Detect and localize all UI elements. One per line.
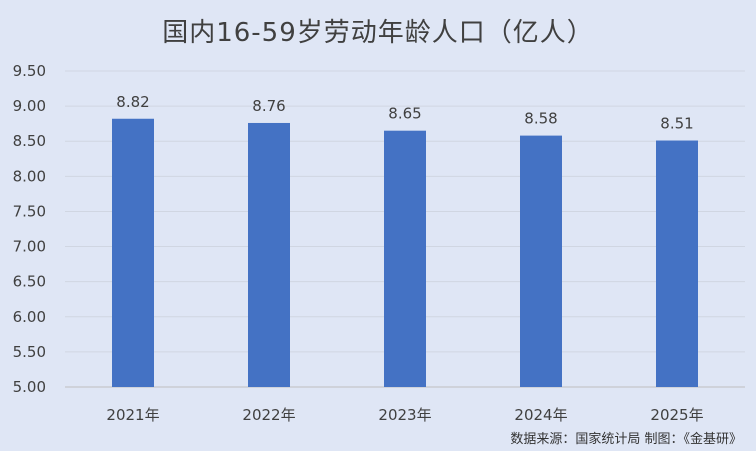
y-tick-label: 5.00 (13, 378, 46, 396)
x-tick-label: 2025年 (650, 406, 703, 424)
data-label: 8.76 (252, 97, 285, 115)
bar (656, 140, 698, 387)
bar (248, 122, 290, 387)
x-axis-ticks: 2021年 2022年 2023年 2024年 2025年 (106, 406, 703, 424)
bar (520, 135, 562, 387)
x-tick-label: 2024年 (514, 406, 567, 424)
y-tick-label: 8.00 (13, 167, 46, 185)
data-label: 8.51 (660, 115, 693, 133)
x-tick-label: 2021年 (106, 406, 159, 424)
y-tick-label: 9.00 (13, 97, 46, 115)
y-tick-label: 5.50 (13, 343, 46, 361)
x-tick-label: 2023年 (378, 406, 431, 424)
bar (384, 130, 426, 387)
y-tick-label: 6.00 (13, 308, 46, 326)
bar (112, 118, 154, 388)
data-labels: 8.82 8.76 8.65 8.58 8.51 (116, 93, 693, 133)
source-note: 数据来源：国家统计局 制图：《金基研》 (510, 432, 742, 447)
data-label: 8.65 (388, 105, 421, 123)
y-tick-label: 8.50 (13, 132, 46, 150)
y-tick-label: 7.50 (13, 202, 46, 220)
y-axis-ticks: 5.00 5.50 6.00 6.50 7.00 7.50 8.00 8.50 9.00 9.50 (13, 62, 46, 396)
bars (112, 118, 698, 388)
y-tick-label: 6.50 (13, 273, 46, 291)
data-label: 8.58 (524, 110, 557, 128)
x-tick-label: 2022年 (242, 406, 295, 424)
chart-title: 国内16-59岁劳动年龄人口（亿人） (162, 18, 594, 48)
y-tick-label: 7.00 (13, 238, 46, 256)
data-label: 8.82 (116, 93, 149, 111)
y-tick-label: 9.50 (13, 62, 46, 80)
